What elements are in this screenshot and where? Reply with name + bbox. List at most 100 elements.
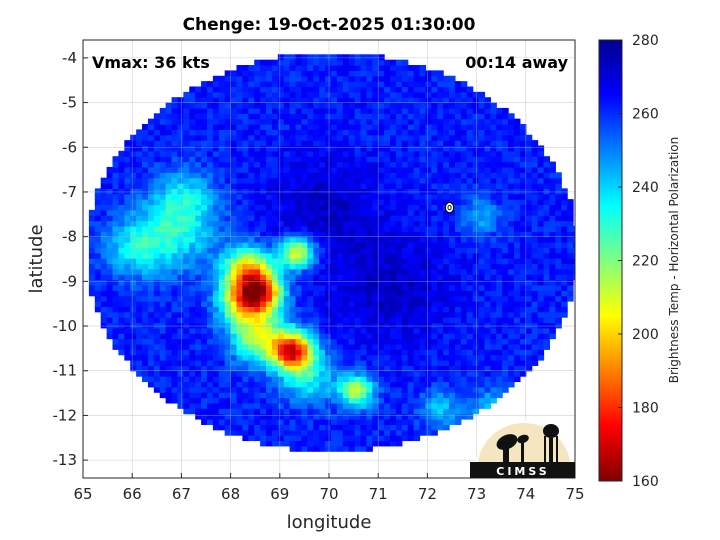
swath-cell [508,193,515,200]
swath-cell [142,188,149,195]
swath-cell [224,242,232,248]
swath-cell [153,338,161,345]
swath-cell [260,354,267,361]
swath-cell [336,86,344,93]
swath-cell [543,317,551,324]
swath-cell [313,397,320,404]
swath-cell [319,166,326,173]
swath-cell [401,360,409,366]
swath-cell [271,370,279,377]
swath-cell [449,397,456,404]
swath-cell [218,274,226,281]
swath-cell [118,333,125,340]
swath-cell [449,134,456,141]
swath-cell [271,381,279,388]
swath-cell [153,284,161,291]
swath-cell [248,268,255,275]
swath-cell [413,295,421,302]
swath-cell [147,161,155,168]
swath-cell [330,161,338,168]
swath-cell [165,258,173,265]
swath-cell [413,376,421,383]
swath-cell [307,419,314,425]
swath-cell [407,193,415,200]
swath-cell [384,263,391,270]
swath-cell [295,349,303,356]
swath-cell [390,107,397,114]
swath-cell [372,376,379,383]
swath-cell [171,209,179,216]
swath-cell [301,279,308,286]
swath-cell [348,381,356,388]
swath-cell [390,86,397,93]
swath-cell [283,225,291,232]
swath-cell [325,204,332,211]
swath-cell [401,263,409,270]
swath-cell [153,134,161,141]
swath-cell [206,150,214,157]
swath-cell [431,252,438,259]
swath-cell [325,247,332,254]
swath-cell [502,193,509,200]
swath-cell [295,193,303,200]
swath-cell [319,317,326,324]
swath-cell [195,268,202,275]
swath-cell [218,204,226,211]
swath-cell [130,295,137,302]
swath-cell [478,172,486,179]
swath-cell [206,354,214,361]
swath-cell [354,161,362,168]
swath-cell [354,193,362,200]
swath-cell [513,220,521,227]
swath-cell [201,354,208,361]
swath-cell [460,215,468,222]
swath-cell [218,279,226,286]
swath-cell [437,322,444,329]
swath-cell [325,322,332,329]
swath-cell [342,177,350,184]
swath-cell [425,408,432,415]
swath-cell [242,75,249,82]
swath-cell [348,54,356,61]
swath-cell [330,145,338,152]
swath-cell [248,311,255,318]
swath-cell [319,247,326,254]
swath-cell [508,338,515,345]
swath-cell [466,354,474,361]
swath-cell [419,199,427,206]
swath-cell [525,301,533,307]
swath-cell [248,360,255,366]
swath-cell [277,247,285,254]
swath-cell [142,242,149,248]
swath-cell [431,419,438,425]
swath-cell [289,402,297,409]
swath-cell [425,333,432,340]
swath-cell [472,247,480,254]
swath-cell [212,274,220,281]
swath-cell [206,107,214,114]
y-tick-label: -12 [53,406,78,424]
swath-cell [106,215,114,222]
swath-cell [395,166,403,173]
swath-cell [271,124,279,130]
swath-cell [189,199,196,206]
swath-cell [395,134,403,141]
swath-cell [366,236,373,243]
swath-cell [484,183,491,189]
swath-cell [307,370,314,377]
swath-cell [254,413,261,420]
swath-cell [466,295,474,302]
swath-cell [189,252,196,259]
swath-cell [466,386,474,393]
swath-cell [153,376,161,383]
swath-cell [425,365,432,372]
swath-cell [254,263,261,270]
swath-cell [472,124,480,130]
swath-cell [230,279,238,286]
swath-cell [407,215,415,222]
swath-cell [502,220,509,227]
swath-cell [508,327,515,334]
swath-cell [395,65,403,71]
swath-cell [460,354,468,361]
swath-cell [401,435,409,442]
